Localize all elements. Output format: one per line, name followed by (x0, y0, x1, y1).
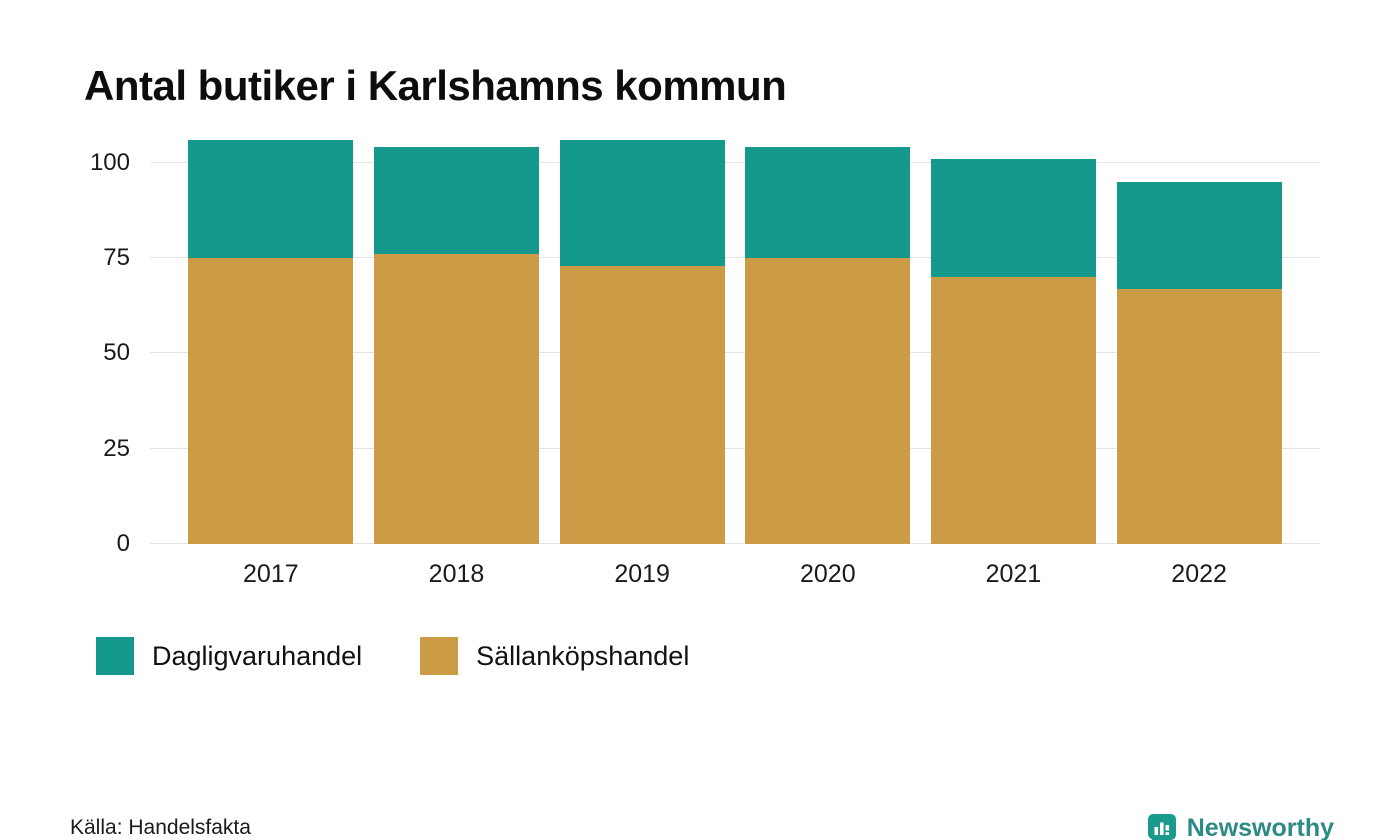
legend-label-dagligvaruhandel: Dagligvaruhandel (152, 640, 363, 671)
plot-area (150, 136, 1320, 544)
bar-segment-2018-dagligvaruhandel (373, 147, 539, 255)
x-tick-label-2019: 2019 (614, 560, 670, 588)
gridline-100 (150, 161, 1320, 163)
source-note: Källa: Handelsfakta (70, 816, 251, 839)
gridline-0 (150, 543, 1320, 544)
bar-2021 (930, 158, 1096, 544)
gridline-75 (150, 257, 1320, 259)
bar-segment-2020-dagligvaruhandel (745, 147, 911, 259)
legend-item-sällanköpshandel: Sällanköpshandel (420, 637, 689, 675)
bar-2017 (188, 139, 354, 544)
y-tick-label-100: 100 (89, 148, 130, 176)
bar-segment-2019-dagligvaruhandel (559, 139, 725, 266)
legend: Dagligvaruhandel Sällanköpshandel (96, 637, 1400, 675)
bar-segment-2017-sällanköpshandel (188, 258, 354, 544)
stacked-bar-chart: 0 25 50 75 100 (70, 136, 1400, 557)
bar-2020 (745, 147, 911, 544)
brand-name: Newsworthy (1186, 813, 1334, 840)
legend-item-dagligvaruhandel: Dagligvaruhandel (96, 637, 362, 675)
x-tick-label-2022: 2022 (1171, 560, 1227, 588)
x-tick-label-2020: 2020 (799, 560, 856, 588)
x-tick-label-2018: 2018 (428, 560, 485, 588)
y-tick-label-0: 0 (116, 530, 130, 557)
bar-segment-2020-sällanköpshandel (745, 258, 911, 544)
bar-2022 (1116, 181, 1282, 544)
legend-swatch-sällanköpshandel (420, 637, 459, 675)
bar-segment-2021-dagligvaruhandel (930, 158, 1096, 278)
bar-segment-2017-dagligvaruhandel (188, 139, 354, 259)
gridline-25 (150, 447, 1320, 449)
gridline-50 (150, 352, 1320, 354)
x-tick-label-2021: 2021 (985, 560, 1042, 588)
bar-segment-2022-sällanköpshandel (1116, 288, 1282, 544)
bar-segment-2021-sällanköpshandel (930, 277, 1096, 544)
y-axis: 0 25 50 75 100 (70, 136, 150, 557)
newsworthy-bar-chart-bubble-icon (1147, 814, 1176, 840)
bars-container (150, 136, 1320, 544)
brand-logo: Newsworthy (1146, 812, 1334, 840)
bar-segment-2019-sällanköpshandel (559, 265, 725, 544)
y-tick-label-25: 25 (103, 434, 130, 462)
bar-2018 (373, 147, 539, 544)
bar-segment-2018-sällanköpshandel (373, 254, 539, 544)
bar-segment-2022-dagligvaruhandel (1116, 181, 1282, 289)
y-tick-label-75: 75 (103, 244, 130, 272)
x-tick-label-2017: 2017 (243, 560, 299, 588)
bar-2019 (559, 139, 725, 544)
legend-swatch-dagligvaruhandel (96, 637, 134, 675)
x-axis: 2017 2018 2019 2020 2021 2022 (150, 560, 1320, 589)
y-tick-label-50: 50 (103, 339, 130, 367)
chart-title: Antal butiker i Karlshamns kommun (84, 62, 787, 109)
chart-page: Antal butiker i Karlshamns kommun 0 25 50 7… (0, 62, 1400, 840)
footer: Källa: Handelsfakta Newsworthy (70, 812, 1334, 840)
legend-label-sällanköpshandel: Sällanköpshandel (476, 640, 690, 671)
